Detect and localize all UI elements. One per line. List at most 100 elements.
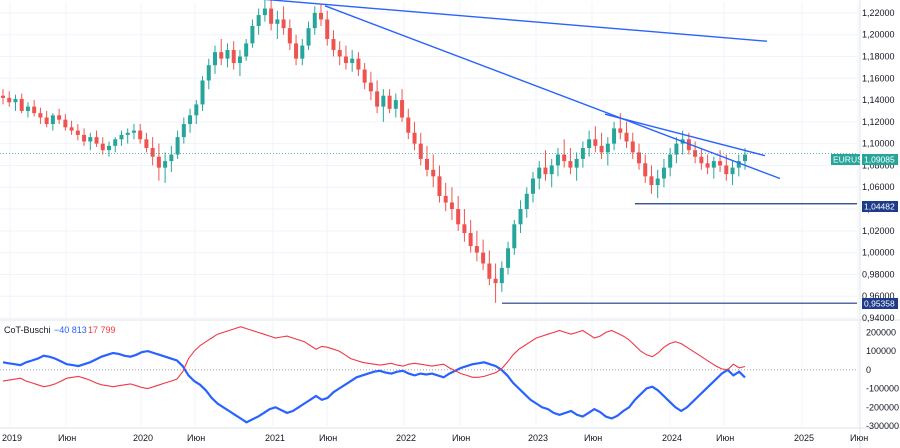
candle-body	[13, 98, 18, 103]
candle-body	[375, 91, 380, 107]
candle-body	[605, 143, 610, 153]
candle-body	[200, 80, 205, 105]
candle-body	[437, 176, 442, 196]
trendline-1	[263, 0, 768, 42]
candle-body	[57, 115, 62, 120]
price-tick-label: 0,94000	[862, 313, 895, 323]
svg-text:1,09085: 1,09085	[864, 155, 895, 165]
price-tick-label: 0,98000	[862, 269, 895, 279]
time-tick-label: 2021	[265, 433, 285, 443]
candle-body	[612, 128, 617, 144]
candle-body	[531, 178, 535, 194]
candle-body	[624, 132, 629, 142]
time-tick-label: 2020	[133, 433, 153, 443]
candle-body	[406, 117, 411, 133]
candle-body	[144, 139, 149, 149]
price-tick-label: 0,96000	[862, 291, 895, 301]
cot-blue-line	[2, 349, 746, 424]
candle-body	[736, 161, 741, 168]
time-tick-label: Июн	[716, 433, 734, 443]
candle-body	[718, 161, 723, 166]
price-tick-label: 1,20000	[862, 30, 895, 40]
candle-body	[524, 193, 529, 210]
candle-body	[599, 145, 604, 153]
candle-body	[225, 49, 230, 59]
trendline-3	[604, 113, 766, 157]
indicator-tick-label: 0	[866, 365, 871, 375]
candle-body	[107, 145, 111, 151]
time-tick-label: Июн	[584, 433, 602, 443]
candle-body	[275, 19, 280, 24]
candle-body	[306, 28, 311, 46]
candle-body	[300, 45, 305, 59]
time-tick-label: 2022	[396, 433, 416, 443]
price-tick-label: 1,02000	[862, 226, 895, 236]
candle-body	[125, 132, 130, 135]
candle-body	[25, 106, 30, 111]
candle-body	[356, 58, 361, 70]
candle-body	[562, 154, 567, 162]
symbol-tag: EURUSD	[831, 154, 869, 165]
time-tick-label: 2019	[2, 433, 22, 443]
time-tick-label: 2023	[528, 433, 548, 443]
candle-body	[19, 98, 24, 111]
candle-body	[38, 113, 43, 118]
candle-body	[244, 43, 249, 57]
candle-body	[150, 148, 155, 157]
trendlines	[0, 0, 857, 304]
candle-body	[138, 130, 143, 140]
candle-body	[549, 165, 554, 175]
time-tick-label: Июн	[319, 433, 337, 443]
trendline-2	[324, 5, 781, 180]
candle-body	[69, 127, 74, 131]
candle-body	[32, 106, 37, 114]
candle-body	[518, 209, 523, 225]
last-price-tag: 1,09085	[862, 154, 898, 165]
candle-body	[269, 8, 274, 24]
candle-body	[50, 115, 55, 125]
candle-body	[368, 82, 373, 92]
candle-body	[456, 209, 461, 225]
candle-body	[724, 165, 729, 175]
time-tick-label: Июн	[452, 433, 470, 443]
candle-body	[493, 278, 498, 284]
candle-body	[181, 124, 186, 138]
candle-body	[393, 100, 398, 109]
candle-body	[88, 137, 93, 142]
candle-body	[281, 19, 286, 29]
candle-body	[113, 139, 118, 146]
candle-body	[730, 167, 735, 175]
candle-body	[587, 139, 592, 149]
candle-body	[231, 49, 236, 64]
candle-body	[94, 137, 99, 144]
price-tick-label: 1,16000	[862, 73, 895, 83]
candle-body	[661, 167, 666, 179]
candle-body	[44, 117, 49, 125]
candle-body	[7, 97, 12, 103]
indicator-tick-label: -300000	[866, 421, 899, 431]
price-tick-label: 1,14000	[862, 95, 895, 105]
candle-body	[743, 154, 747, 162]
level-tag-1: 1,04482	[862, 201, 898, 212]
candle-body	[381, 95, 386, 107]
candle-body	[331, 39, 336, 50]
svg-text:EURUSD: EURUSD	[833, 155, 869, 165]
candle-body	[449, 202, 454, 210]
candle-body	[206, 65, 211, 81]
candle-body	[250, 25, 255, 44]
cot-indicator-pane	[0, 326, 857, 424]
candle-body	[474, 246, 479, 253]
price-tick-label: 1,06000	[862, 182, 895, 192]
candle-body	[618, 128, 623, 133]
candle-body	[499, 267, 504, 284]
candle-body	[543, 167, 548, 175]
candle-body	[630, 141, 635, 153]
svg-text:0,95358: 0,95358	[864, 299, 895, 309]
candle-body	[156, 156, 161, 168]
candle-body	[418, 143, 423, 159]
candle-body	[643, 163, 648, 177]
time-tick-label: Июн	[850, 433, 868, 443]
candle-body	[705, 163, 710, 168]
candle-body	[387, 95, 392, 109]
